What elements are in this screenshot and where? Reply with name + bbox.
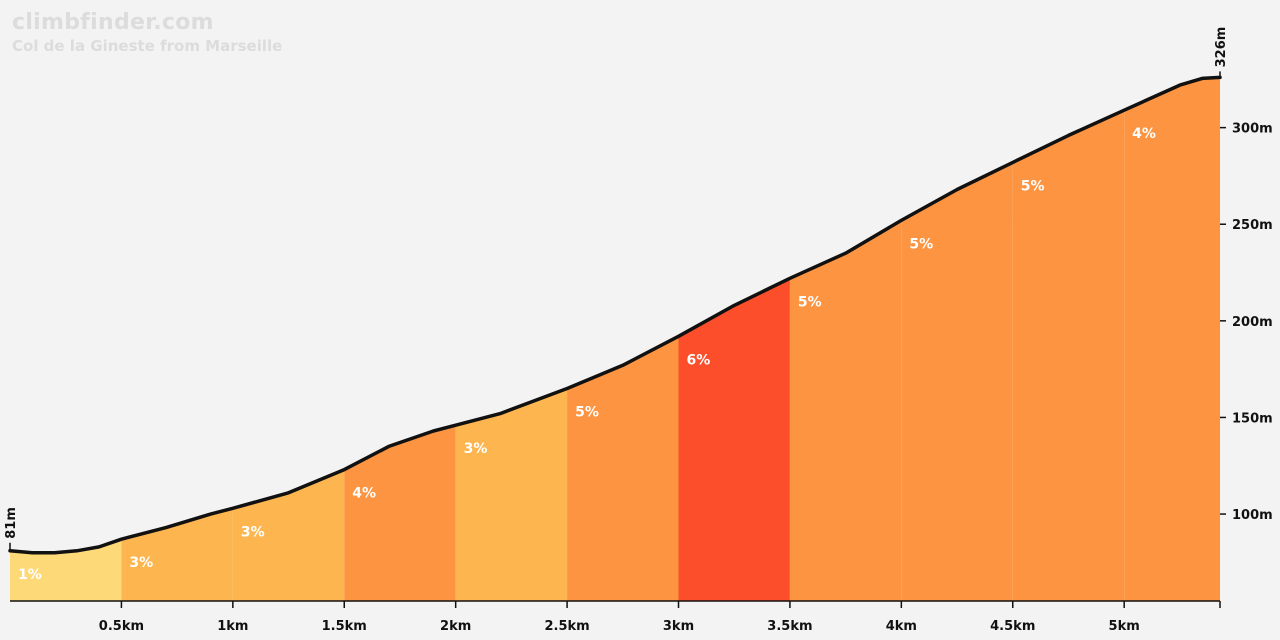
gradient-label-11: 4%: [1132, 126, 1156, 142]
gradient-segment-9: [901, 162, 1013, 601]
x-tick-label-5: 2.5km: [544, 619, 589, 634]
gradient-segment-2: [121, 508, 233, 601]
gradient-segment-5: [455, 388, 568, 601]
gradient-label-5: 3%: [464, 441, 488, 457]
y-tick-label-4: 250m: [1232, 218, 1273, 233]
gradient-label-3: 3%: [241, 524, 265, 540]
end-elevation-label: 326m: [1214, 27, 1229, 68]
gradient-segment-7: [678, 278, 790, 601]
gradient-segment-8: [789, 220, 902, 601]
axes: 0.5km 1km 1.5km 2km 2.5km 3km 3.5km 4km 4.5km 5km…: [4, 27, 1273, 634]
y-tick-label-3: 200m: [1232, 315, 1273, 330]
gradient-labels: 1% 3% 3% 4% 3% 5% 6% 5% 5% 5% 4%: [18, 126, 1156, 583]
chart-subtitle: Col de la Gineste from Marseille: [12, 37, 283, 55]
gradient-label-8: 5%: [798, 294, 822, 310]
x-tick-label-1: 0.5km: [99, 619, 144, 634]
gradient-segments: [10, 77, 1220, 601]
x-tick-label-7: 3.5km: [767, 619, 812, 634]
gradient-label-2: 3%: [129, 555, 153, 571]
gradient-label-7: 6%: [687, 352, 711, 368]
gradient-label-4: 4%: [352, 486, 376, 502]
gradient-segment-3: [232, 469, 345, 601]
gradient-label-6: 5%: [575, 404, 599, 420]
y-tick-label-5: 300m: [1232, 122, 1273, 137]
x-tick-label-9: 4.5km: [990, 619, 1035, 634]
x-tick-label-4: 2km: [440, 619, 471, 634]
brand-title: climbfinder.com: [12, 10, 214, 35]
profile-line-layer: [8, 75, 1222, 555]
x-tick-label-2: 1km: [217, 619, 248, 634]
x-tick-label-6: 3km: [663, 619, 694, 634]
gradient-label-9: 5%: [909, 236, 933, 252]
gradient-segment-10: [1012, 110, 1125, 601]
x-tick-label-8: 4km: [886, 619, 917, 634]
x-tick-label-10: 5km: [1109, 619, 1140, 634]
profile-line: [8, 75, 1222, 555]
x-tick-label-3: 1.5km: [322, 619, 367, 634]
y-tick-label-1: 100m: [1232, 508, 1273, 523]
gradient-segment-6: [567, 336, 679, 601]
gradient-segment-1: [10, 539, 122, 601]
gradient-label-1: 1%: [18, 567, 42, 583]
gradient-label-10: 5%: [1021, 178, 1045, 194]
gradient-segment-4: [344, 425, 456, 601]
y-tick-label-2: 150m: [1232, 411, 1273, 426]
gradient-segment-11: [1124, 77, 1220, 601]
start-elevation-label: 81m: [4, 507, 19, 539]
